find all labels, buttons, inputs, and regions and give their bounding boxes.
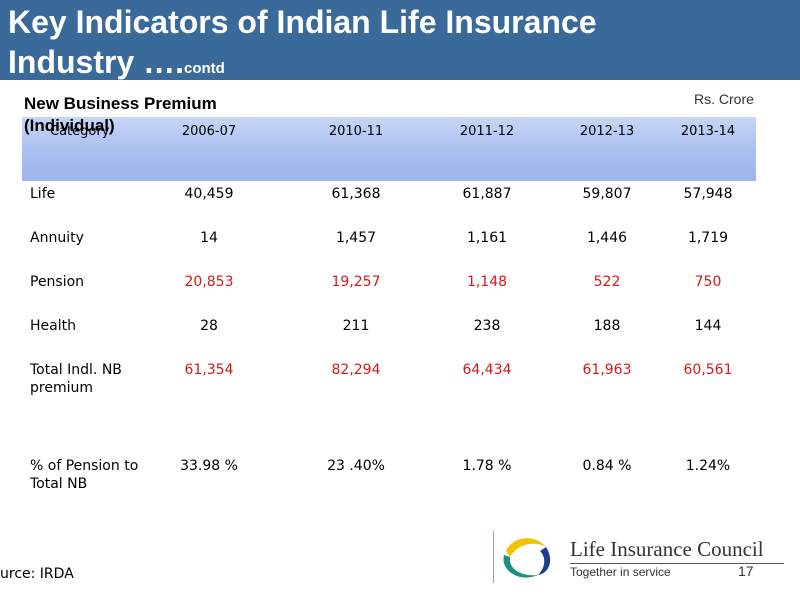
table-header-year: 2011-12 <box>459 124 515 139</box>
table-header-year: 2006-07 <box>181 124 237 139</box>
table-cell: 1,719 <box>687 230 729 246</box>
council-logo-icon <box>503 538 551 578</box>
row-label: % of Pension to Total NB <box>30 458 139 492</box>
row-label: Total Indl. NB premium <box>30 362 122 396</box>
logo-divider <box>570 563 784 564</box>
section-subtitle: New Business Premium (Individual) <box>24 94 217 135</box>
table-cell: 57,948 <box>683 186 733 202</box>
slide-title-line2: Industry ….contd <box>8 42 597 89</box>
table-cell: 1.78 % <box>462 458 512 474</box>
table-cell: 19,257 <box>331 274 381 290</box>
table-cell: 61,887 <box>462 186 512 202</box>
table-cell: 20,853 <box>184 274 234 290</box>
table-header-year: 2010-11 <box>328 124 384 139</box>
table-cell: 0.84 % <box>582 458 632 474</box>
table-header-year: 2012-13 <box>579 124 635 139</box>
units-label: Rs. Crore <box>694 91 754 107</box>
source-note: urce: IRDA <box>0 566 74 582</box>
council-logo: Life Insurance Council Together in servi… <box>493 531 784 583</box>
table-cell: 61,963 <box>582 362 632 378</box>
table-header-background <box>22 117 756 181</box>
table-cell: 82,294 <box>331 362 381 378</box>
table-header-category: Category <box>50 124 110 139</box>
table-cell: 144 <box>694 318 722 334</box>
table-cell: 61,368 <box>331 186 381 202</box>
table-header-year: 2013-14 <box>680 124 736 139</box>
table-cell: 14 <box>200 230 218 246</box>
table-cell: 64,434 <box>462 362 512 378</box>
row-label: Pension <box>30 274 85 290</box>
row-label: Health <box>30 318 76 334</box>
slide-title-line2-text: Industry …. <box>8 44 185 80</box>
council-logo-tagline: Together in service <box>570 565 671 579</box>
table-cell: 60,561 <box>683 362 733 378</box>
page-number: 17 <box>738 563 754 579</box>
council-logo-title: Life Insurance Council <box>570 537 764 561</box>
table-cell: 28 <box>200 318 218 334</box>
table-cell: 33.98 % <box>180 458 238 474</box>
table-cell: 1,148 <box>466 274 508 290</box>
table-cell: 40,459 <box>184 186 234 202</box>
table-cell: 1,457 <box>335 230 377 246</box>
table-cell: 1,446 <box>586 230 628 246</box>
table-cell: 238 <box>473 318 501 334</box>
table-cell: 1.24% <box>685 458 731 474</box>
table-cell: 59,807 <box>582 186 632 202</box>
table-cell: 522 <box>593 274 621 290</box>
table-cell: 61,354 <box>184 362 234 378</box>
row-label: Annuity <box>30 230 84 246</box>
slide-title: Key Indicators of Indian Life Insurance … <box>8 2 597 89</box>
table-cell: 23 .40% <box>327 458 385 474</box>
row-label: Life <box>30 186 56 202</box>
slide-title-suffix: contd <box>184 60 225 77</box>
table-cell: 211 <box>342 318 370 334</box>
table-cell: 1,161 <box>466 230 508 246</box>
table-cell: 188 <box>593 318 621 334</box>
table-cell: 750 <box>694 274 722 290</box>
slide-title-line1: Key Indicators of Indian Life Insurance <box>8 4 597 40</box>
title-banner: Key Indicators of Indian Life Insurance … <box>0 0 800 80</box>
